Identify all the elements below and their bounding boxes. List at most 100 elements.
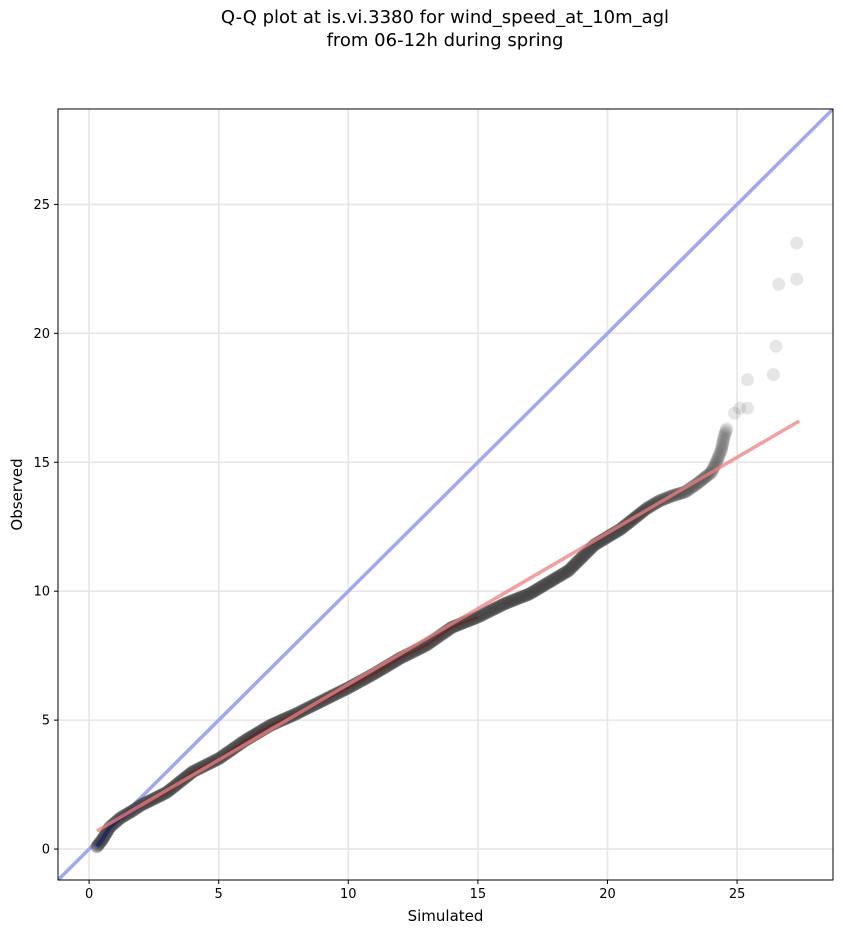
qq-point bbox=[714, 445, 728, 458]
qq-point bbox=[551, 570, 564, 584]
qq-point bbox=[528, 584, 542, 597]
qq-point bbox=[507, 593, 521, 607]
qq-point bbox=[718, 426, 732, 440]
qq-point bbox=[558, 566, 572, 580]
x-tick-label: 25 bbox=[729, 887, 746, 902]
axis-ticks: 0 5 10 15 20 25 0 5 10 15 20 25 bbox=[33, 198, 745, 902]
qq-point bbox=[552, 569, 566, 583]
qq-point bbox=[543, 575, 557, 589]
qq-point bbox=[517, 589, 531, 603]
qq-point bbox=[563, 562, 577, 576]
qq-point bbox=[532, 581, 546, 595]
qq-point-tail bbox=[769, 339, 783, 353]
x-axis-label: Simulated bbox=[408, 907, 484, 925]
qq-point bbox=[578, 548, 592, 561]
chart-title-line-2: from 06-12h during spring bbox=[326, 30, 564, 51]
y-tick-label: 10 bbox=[33, 585, 50, 600]
qq-point bbox=[523, 587, 537, 601]
qq-point bbox=[570, 556, 584, 569]
qq-point bbox=[509, 592, 523, 606]
qq-point-tail bbox=[766, 368, 780, 382]
qq-point bbox=[505, 594, 519, 608]
qq-point bbox=[534, 580, 548, 594]
qq-point-tail bbox=[772, 277, 786, 291]
qq-point bbox=[567, 559, 580, 573]
qq-point bbox=[477, 607, 491, 621]
qq-point-tail bbox=[741, 401, 754, 415]
y-tick-label: 20 bbox=[33, 327, 50, 342]
qq-point bbox=[501, 596, 515, 609]
qq-point bbox=[571, 554, 585, 568]
plot-frame bbox=[57, 108, 834, 881]
qq-point bbox=[716, 434, 730, 448]
qq-point-tail bbox=[790, 236, 804, 250]
qq-point bbox=[560, 565, 574, 579]
fit-line bbox=[95, 419, 801, 833]
qq-point bbox=[493, 599, 507, 613]
qq-point bbox=[719, 424, 733, 438]
qq-point bbox=[483, 604, 497, 618]
qq-point bbox=[481, 605, 495, 619]
y-tick-label: 0 bbox=[42, 843, 50, 858]
qq-point bbox=[499, 596, 513, 610]
qq-point bbox=[473, 609, 487, 623]
qq-point bbox=[713, 447, 727, 461]
x-tick-label: 5 bbox=[215, 887, 223, 902]
qq-point bbox=[519, 588, 533, 602]
chart-title-line-1: Q-Q plot at is.vi.3380 for wind_speed_at… bbox=[220, 7, 670, 28]
qq-point bbox=[568, 557, 582, 571]
qq-point bbox=[576, 549, 590, 563]
qq-point bbox=[513, 591, 527, 605]
y-tick-label: 15 bbox=[33, 456, 50, 471]
qq-point bbox=[710, 453, 724, 467]
qq-point bbox=[715, 442, 728, 456]
qq-point bbox=[556, 567, 570, 581]
qq-point bbox=[495, 598, 509, 612]
qq-point bbox=[497, 597, 511, 611]
qq-point bbox=[562, 564, 576, 578]
qq-point-tail bbox=[790, 272, 804, 286]
qq-point bbox=[515, 590, 529, 604]
x-tick-label: 20 bbox=[599, 887, 616, 902]
grid bbox=[58, 109, 833, 880]
qq-point bbox=[521, 588, 535, 602]
qq-point bbox=[541, 576, 555, 590]
qq-point bbox=[475, 608, 489, 622]
qq-point bbox=[575, 551, 589, 565]
qq-point bbox=[717, 432, 731, 446]
qq-point bbox=[579, 546, 593, 560]
qq-point bbox=[536, 579, 550, 593]
qq-point bbox=[487, 602, 501, 616]
reference-line-1-to-1 bbox=[58, 109, 833, 880]
x-tick-label: 15 bbox=[470, 887, 487, 902]
qq-point bbox=[573, 552, 587, 566]
qq-point-tail bbox=[728, 406, 741, 420]
qq-point bbox=[489, 601, 503, 615]
qq-point bbox=[712, 449, 726, 463]
y-tick-label: 5 bbox=[42, 714, 50, 729]
qq-point bbox=[511, 592, 525, 605]
qq-point bbox=[526, 585, 540, 599]
qq-point bbox=[711, 451, 725, 465]
qq-point-tail bbox=[733, 401, 747, 415]
chart-title: Q-Q plot at is.vi.3380 for wind_speed_at… bbox=[0, 6, 843, 52]
x-tick-label: 10 bbox=[340, 887, 357, 902]
qq-point bbox=[718, 428, 732, 441]
qq-point bbox=[554, 568, 568, 582]
y-axis-label: Observed bbox=[8, 458, 26, 530]
qq-point bbox=[716, 436, 730, 450]
qq-point bbox=[479, 606, 493, 620]
qq-point bbox=[525, 586, 539, 600]
qq-point bbox=[565, 560, 579, 574]
x-tick-label: 0 bbox=[85, 887, 93, 902]
qq-point bbox=[715, 440, 729, 454]
qq-point bbox=[530, 582, 544, 596]
qq-point bbox=[549, 571, 563, 585]
qq-point bbox=[485, 603, 499, 617]
qq-point bbox=[547, 572, 561, 586]
qq-point bbox=[545, 574, 559, 587]
qq-point-tail bbox=[741, 373, 754, 387]
y-tick-label: 25 bbox=[33, 198, 50, 213]
qq-point bbox=[491, 600, 505, 614]
